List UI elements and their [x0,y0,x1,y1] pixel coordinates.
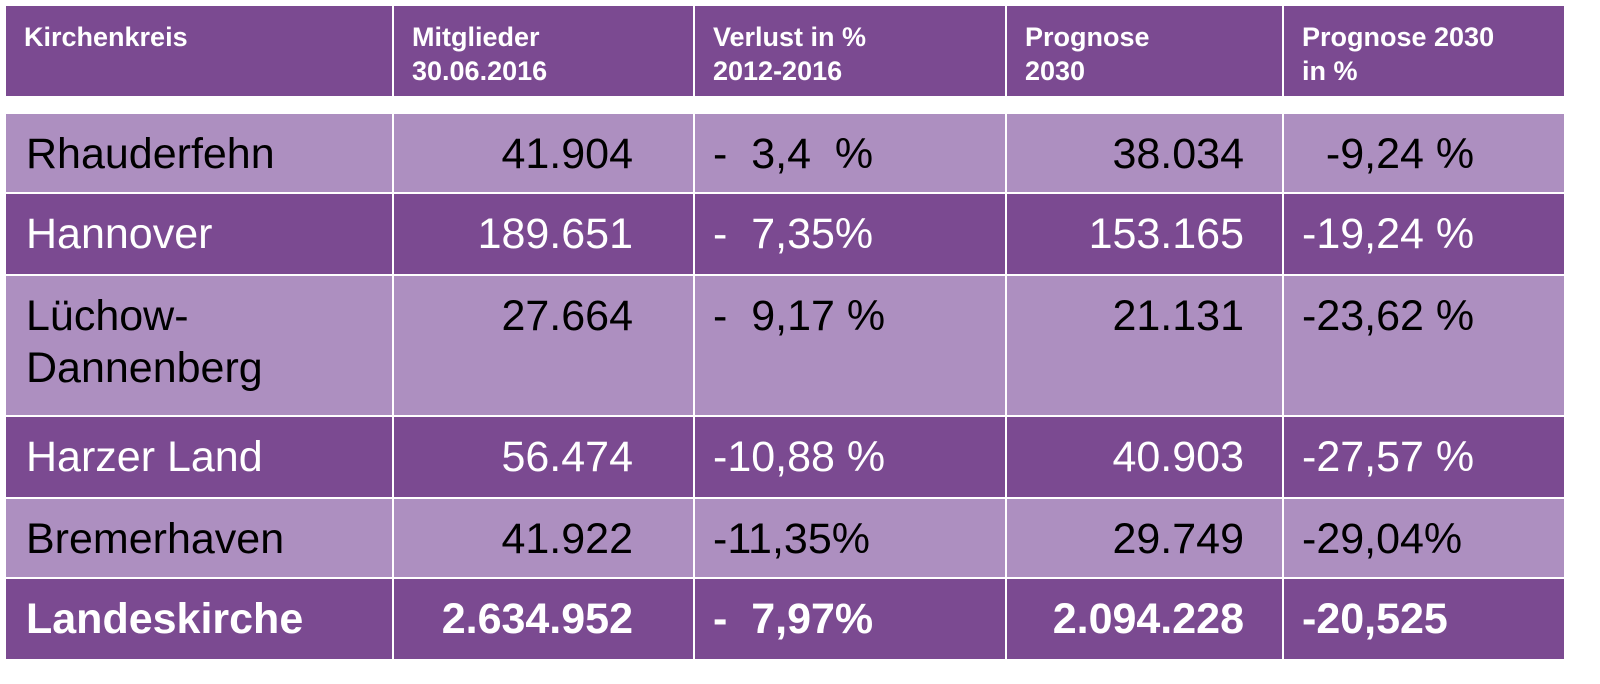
table-cell: 21.131 [1005,274,1284,417]
table-row: Hannover 189.651- 7,35% 153.165 -19,24 % [4,192,1566,276]
table-row: Bremerhaven 41.922 -11,35% 29.749 -29,04% [4,497,1566,579]
cell-kirchenkreis: Landeskirche [4,577,394,661]
header-verlust: Verlust in % 2012-2016 [693,4,1007,98]
table-cell: - 3,4 % [693,112,1007,194]
table-cell: 27.664 [392,274,695,417]
header-prognose: Prognose 2030 [1005,4,1284,98]
table-row: Lüchow- Dannenberg 27.664- 9,17 % 21.131 -2… [4,274,1566,417]
header-prognose-percent: Prognose 2030 in % [1282,4,1566,98]
total-row: Landeskirche 2.634.952- 7,97% 2.094.228 -20… [4,577,1566,661]
table-cell: -9,24 % [1282,112,1566,194]
cell-kirchenkreis: Harzer Land [4,415,394,499]
table-cell: 56.474 [392,415,695,499]
table-row: Rhauderfehn 41.904- 3,4 % 38.034 -9,24 % [4,112,1566,194]
cell-kirchenkreis: Lüchow- Dannenberg [4,274,394,417]
table-cell: 153.165 [1005,192,1284,276]
cell-kirchenkreis: Bremerhaven [4,497,394,579]
header-row: Kirchenkreis Mitglieder 30.06.2016 Verlu… [4,4,1566,98]
membership-table: Kirchenkreis Mitglieder 30.06.2016 Verlu… [4,4,1566,661]
header-gap [5,97,1565,113]
table-cell: -20,525 [1282,577,1566,661]
table-cell: 189.651 [392,192,695,276]
table-cell: 40.903 [1005,415,1284,499]
table-cell: -29,04% [1282,497,1566,579]
table-cell: -10,88 % [693,415,1007,499]
table-cell: 2.094.228 [1005,577,1284,661]
table-cell: - 9,17 % [693,274,1007,417]
cell-kirchenkreis: Hannover [4,192,394,276]
table-cell: - 7,35% [693,192,1007,276]
header-kirchenkreis: Kirchenkreis [4,4,394,98]
table-cell: -19,24 % [1282,192,1566,276]
table-cell: 29.749 [1005,497,1284,579]
table-cell: 2.634.952 [392,577,695,661]
table-cell: -23,62 % [1282,274,1566,417]
header-mitglieder: Mitglieder 30.06.2016 [392,4,695,98]
table-cell: 41.904 [392,112,695,194]
table-cell: -27,57 % [1282,415,1566,499]
table-cell: 38.034 [1005,112,1284,194]
table-cell: -11,35% [693,497,1007,579]
table-row: Harzer Land 56.474 -10,88 % 40.903 -27,57 % [4,415,1566,499]
table-cell: 41.922 [392,497,695,579]
cell-kirchenkreis: Rhauderfehn [4,112,394,194]
table-cell: - 7,97% [693,577,1007,661]
